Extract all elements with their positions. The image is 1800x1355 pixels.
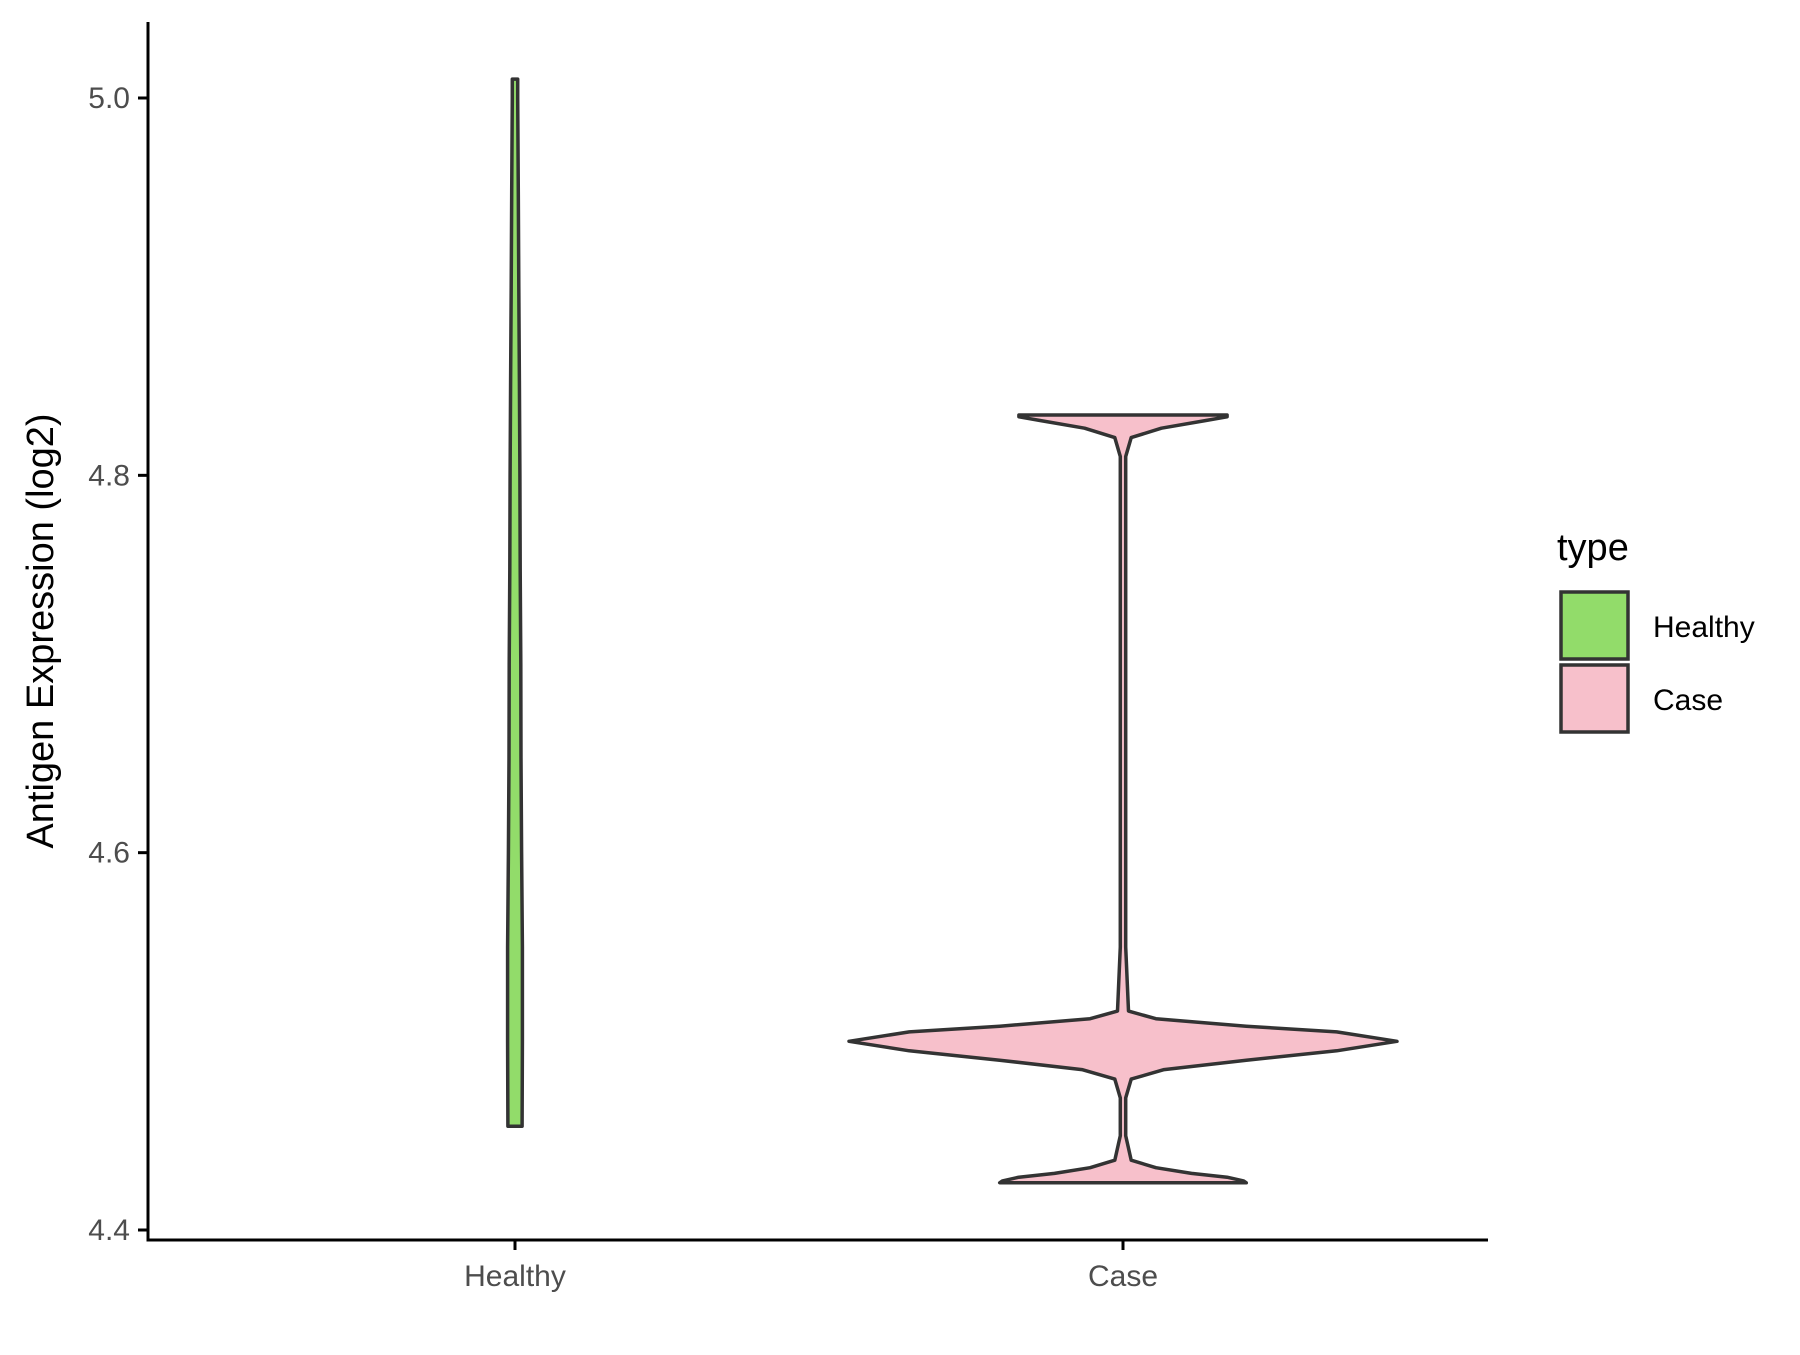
legend-swatch-healthy <box>1559 590 1630 661</box>
legend-label-healthy: Healthy <box>1653 611 1755 644</box>
x-tick-label: Healthy <box>464 1260 566 1293</box>
y-tick-label: 4.6 <box>88 837 130 870</box>
legend-entries: Healthy Case <box>1559 590 1755 734</box>
legend-swatch-case <box>1559 663 1630 734</box>
violin-healthy <box>505 77 525 1128</box>
violins-layer <box>505 77 1399 1185</box>
y-tick-label: 5.0 <box>88 82 130 115</box>
y-tick-label: 4.8 <box>88 459 130 492</box>
legend: type Healthy Case <box>1557 527 1755 734</box>
legend-title: type <box>1557 527 1629 569</box>
x-ticks: Healthy Case <box>464 1240 1158 1293</box>
legend-label-case: Case <box>1653 684 1723 717</box>
axes-layer <box>146 22 1488 1242</box>
violin-case <box>847 413 1399 1185</box>
y-axis-title: Antigen Expression (log2) <box>20 413 62 848</box>
y-tick-label: 4.4 <box>88 1214 130 1247</box>
y-ticks: 4.4 4.6 4.8 5.0 <box>88 82 148 1247</box>
x-tick-label: Case <box>1088 1260 1158 1293</box>
